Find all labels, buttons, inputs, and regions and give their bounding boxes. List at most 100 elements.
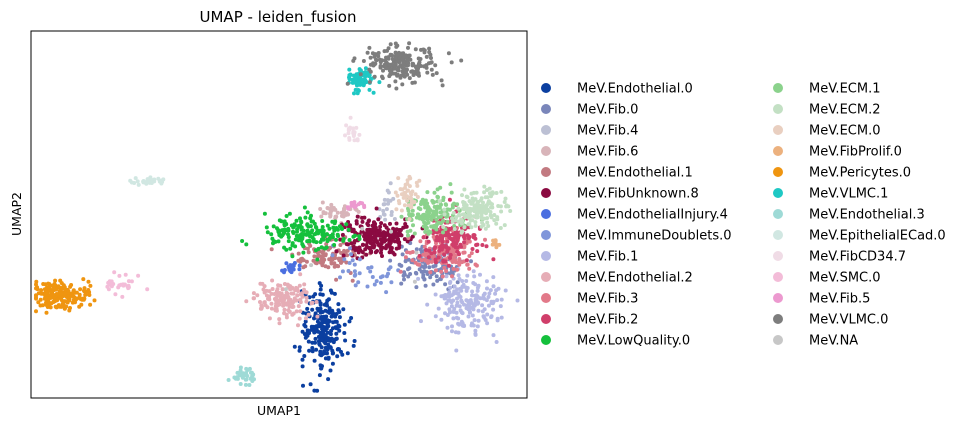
data-point [467, 310, 472, 315]
data-point [485, 216, 490, 221]
data-point [383, 246, 388, 251]
data-point [353, 80, 358, 84]
data-point [473, 328, 478, 333]
data-point [482, 184, 487, 189]
data-point [464, 279, 469, 283]
data-point [301, 265, 306, 270]
data-point [273, 239, 278, 244]
data-point [503, 196, 508, 201]
data-point [450, 219, 455, 224]
data-point [401, 195, 406, 200]
data-point [393, 190, 398, 195]
data-point [434, 274, 439, 279]
data-point [135, 179, 140, 184]
data-point [455, 267, 460, 272]
data-point [356, 280, 361, 285]
data-point [408, 250, 413, 255]
data-point [471, 307, 476, 312]
data-point [293, 237, 298, 242]
data-point [464, 258, 469, 263]
legend-label: MeV.EpithelialECad.0 [809, 229, 946, 244]
data-point [304, 299, 309, 304]
data-point [450, 324, 454, 329]
data-point [452, 284, 457, 289]
data-point [270, 287, 275, 291]
data-point [499, 209, 504, 214]
data-point [451, 239, 456, 244]
data-point [320, 263, 325, 268]
data-point [59, 291, 64, 296]
data-point [394, 233, 399, 238]
data-point [447, 197, 452, 202]
data-point [74, 290, 79, 295]
legend-item: MeV.Endothelial.0 [541, 82, 693, 97]
data-point [247, 383, 252, 387]
data-point [427, 248, 432, 253]
data-point [287, 309, 292, 314]
data-point [406, 208, 411, 213]
data-point [43, 291, 48, 296]
data-point [409, 202, 414, 207]
data-point [369, 265, 374, 270]
data-point [466, 210, 471, 215]
data-point [300, 364, 305, 369]
data-point [428, 230, 433, 235]
data-point [367, 87, 372, 92]
data-point [325, 237, 330, 242]
data-point [442, 265, 447, 270]
data-point [450, 216, 454, 221]
data-point [433, 314, 438, 319]
data-point [465, 273, 470, 278]
data-point [423, 283, 428, 288]
data-point [402, 277, 406, 282]
data-point [491, 275, 496, 280]
data-point [379, 250, 383, 255]
data-point [413, 64, 418, 69]
data-point [426, 213, 431, 218]
data-point [439, 269, 444, 274]
data-point [38, 297, 43, 302]
series-MeV.ECM.1 [399, 182, 484, 238]
data-point [344, 242, 349, 247]
data-point [267, 289, 272, 294]
data-point [449, 60, 454, 65]
data-point [356, 81, 361, 86]
data-point [427, 50, 432, 55]
legend-item: MeV.Pericytes.0 [773, 166, 911, 181]
data-point [313, 336, 318, 341]
legend-marker [773, 209, 783, 219]
data-point [403, 185, 407, 190]
data-point [515, 298, 520, 303]
data-point [498, 226, 503, 230]
data-point [340, 352, 345, 357]
data-point [457, 277, 462, 281]
data-point [459, 298, 464, 303]
data-point [320, 225, 325, 229]
data-point [273, 307, 278, 312]
data-point [484, 279, 489, 284]
data-point [410, 258, 415, 263]
legend-marker [773, 335, 783, 345]
data-point [299, 219, 304, 224]
legend-label: MeV.EndothelialInjury.4 [577, 208, 728, 223]
data-point [464, 298, 469, 303]
data-point [267, 316, 272, 321]
data-point [438, 245, 442, 250]
data-point [325, 322, 330, 327]
legend-marker [773, 83, 783, 93]
data-point [461, 250, 466, 255]
data-point [414, 271, 419, 276]
data-point [496, 204, 501, 208]
data-point [354, 246, 359, 251]
data-point [445, 325, 450, 330]
data-point [473, 236, 478, 241]
data-point [81, 297, 86, 302]
data-point [327, 310, 332, 315]
data-point [433, 268, 438, 273]
data-point [383, 63, 388, 68]
data-point [419, 258, 424, 263]
data-point [398, 232, 403, 237]
data-point [69, 283, 74, 287]
data-point [429, 224, 434, 229]
